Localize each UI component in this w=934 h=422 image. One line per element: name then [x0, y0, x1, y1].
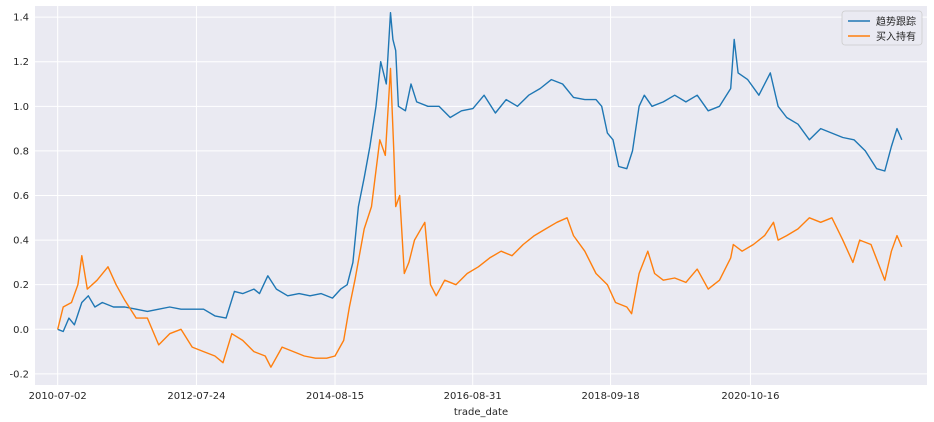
x-tick-label: 2020-10-16: [721, 391, 779, 402]
y-tick-labels: -0.2 0.0 0.2 0.4 0.6 0.8 1.0 1.2 1.4: [9, 13, 29, 381]
y-tick-label: 1.4: [13, 13, 29, 24]
x-tick-label: 2014-08-15: [306, 391, 364, 402]
y-tick-label: 0.4: [13, 236, 29, 247]
series-line-buyhold: [57, 67, 903, 368]
legend: 趋势跟踪 买入持有: [841, 10, 923, 46]
x-tick-label: 2012-07-24: [167, 391, 225, 402]
legend-label-buyhold: 买入持有: [876, 30, 916, 43]
x-tick-label: 2010-07-02: [29, 391, 87, 402]
y-tick-label: 1.0: [13, 102, 29, 113]
x-axis-label: trade_date: [454, 407, 508, 418]
y-tick-label: 0.6: [13, 191, 29, 202]
y-tick-label: 0.0: [13, 325, 29, 336]
y-tick-label: 0.8: [13, 146, 29, 157]
x-tick-label: 2016-08-31: [444, 391, 502, 402]
x-tick-labels: 2010-07-02 2012-07-24 2014-08-15 2016-08-31…: [29, 391, 780, 402]
series-lines: [57, 11, 903, 368]
y-tick-label: -0.2: [9, 369, 29, 380]
x-tick-label: 2018-09-18: [581, 391, 639, 402]
y-tick-label: 0.2: [13, 280, 29, 291]
grid-lines: [35, 6, 927, 385]
y-tick-label: 1.2: [13, 57, 29, 68]
legend-label-trend: 趋势跟踪: [876, 15, 916, 28]
series-line-trend: [57, 11, 903, 333]
